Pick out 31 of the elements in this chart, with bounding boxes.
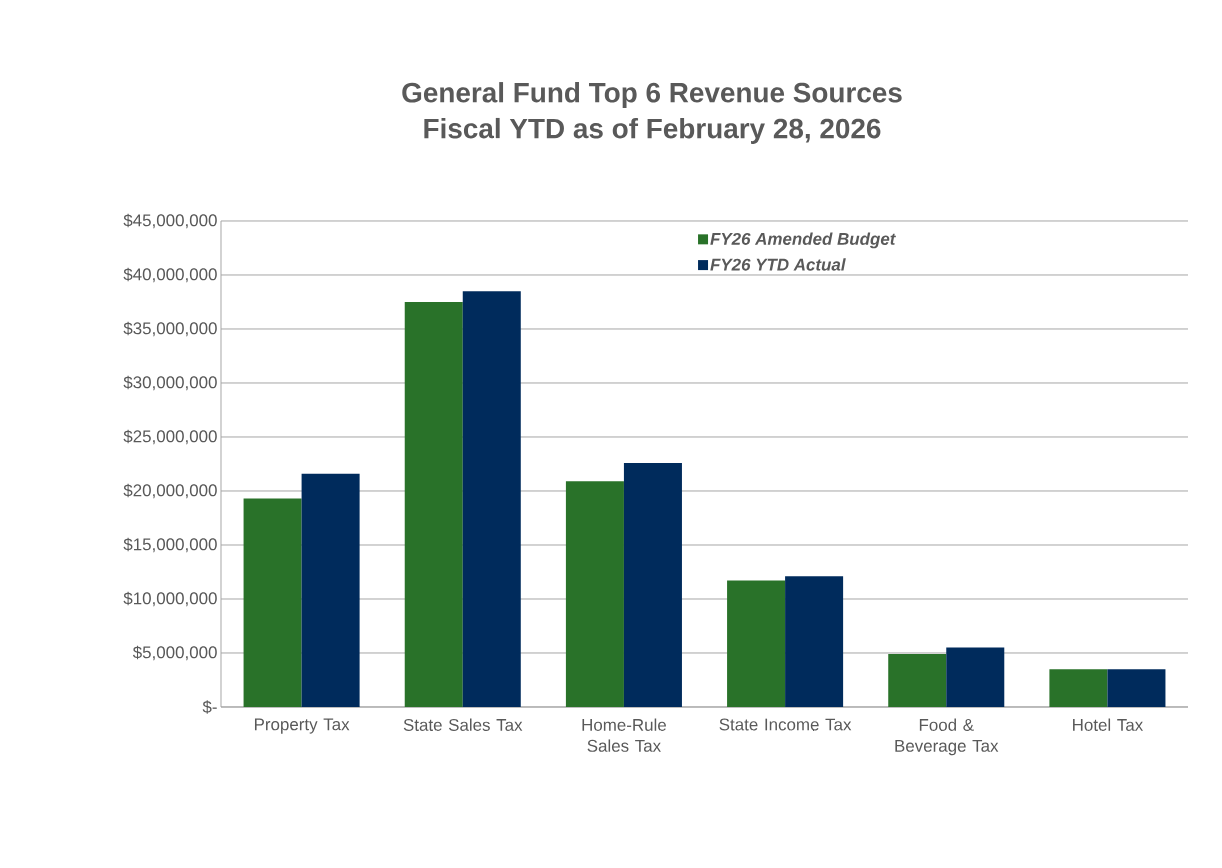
legend-label: FY26 YTD Actual <box>710 258 846 271</box>
bar <box>1107 669 1166 707</box>
x-tick-label: State Income Tax <box>719 718 852 731</box>
bar <box>301 473 360 707</box>
y-tick-label: $15,000,000 <box>123 537 217 553</box>
y-tick-label: $45,000,000 <box>123 213 217 229</box>
bar <box>243 498 302 707</box>
x-tick-label: Home-Rule Sales Tax <box>582 718 666 752</box>
x-tick-label: State Sales Tax <box>403 718 523 731</box>
y-tick-label: $40,000,000 <box>123 267 217 283</box>
chart-title: General Fund Top 6 Revenue Sources Fiscal YTD as of February 28, 2026 <box>402 82 902 144</box>
y-tick-label: $5,000,000 <box>132 645 217 661</box>
legend-label: FY26 Amended Budget <box>710 232 896 249</box>
bar <box>623 462 682 707</box>
x-tick-label: Property Tax <box>254 718 350 734</box>
bar <box>462 291 521 707</box>
bar <box>565 481 624 707</box>
bar <box>404 301 463 707</box>
y-tick-label: $35,000,000 <box>123 321 217 337</box>
y-tick-label: $- <box>202 700 217 714</box>
bar <box>1049 669 1108 707</box>
bar <box>946 647 1005 707</box>
x-tick-label: Food & Beverage Tax <box>895 718 999 756</box>
y-tick-label: $10,000,000 <box>123 591 217 607</box>
bar <box>888 654 947 707</box>
bar <box>785 576 844 707</box>
bar <box>727 580 786 707</box>
x-tick-label: Hotel Tax <box>1073 718 1144 731</box>
y-tick-label: $30,000,000 <box>123 375 217 391</box>
y-tick-label: $20,000,000 <box>123 483 217 499</box>
y-tick-label: $25,000,000 <box>123 429 217 445</box>
